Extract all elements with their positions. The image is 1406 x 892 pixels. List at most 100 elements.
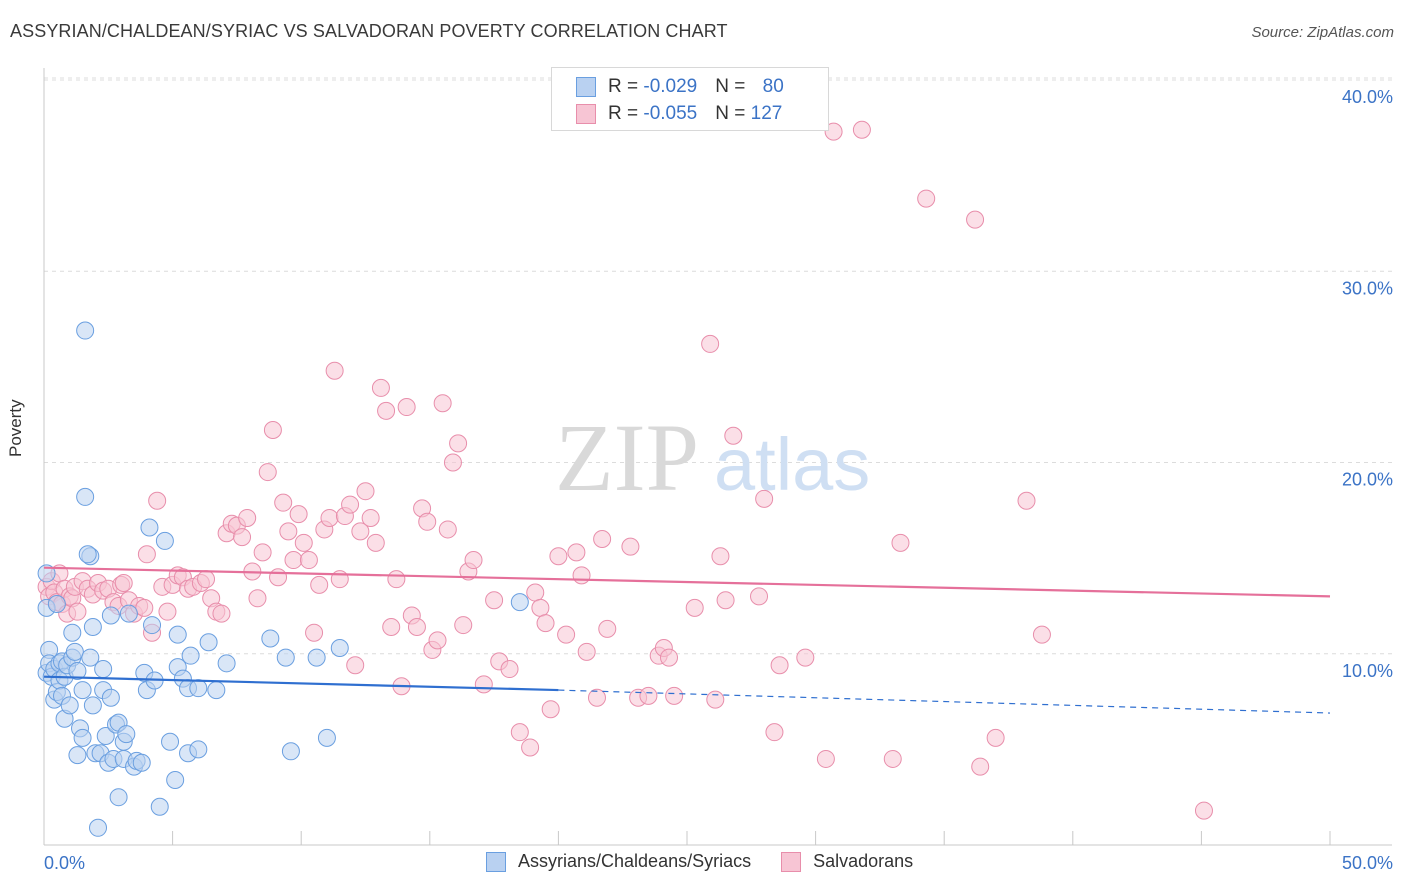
salvadoran-point bbox=[500, 660, 519, 679]
salvadoran-point bbox=[114, 573, 133, 592]
salvadoran-point bbox=[320, 508, 339, 527]
legend-swatch-pink bbox=[576, 104, 596, 124]
assyrian-point bbox=[101, 688, 120, 707]
axes bbox=[43, 68, 1392, 846]
salvadoran-point bbox=[685, 598, 704, 617]
salvadoran-point bbox=[305, 623, 324, 642]
salvadoran-point bbox=[526, 583, 545, 602]
assyrian-point bbox=[140, 518, 159, 537]
assyrian-point bbox=[510, 593, 529, 612]
assyrian-point bbox=[73, 681, 92, 700]
salvadoran-point bbox=[418, 512, 437, 531]
salvadoran-point bbox=[454, 616, 473, 635]
watermark: ZIP atlas bbox=[555, 404, 870, 511]
assyrian-point bbox=[76, 487, 95, 506]
assyrian-point bbox=[73, 728, 92, 747]
assyrian-point bbox=[132, 753, 151, 772]
assyrian-point bbox=[109, 788, 128, 807]
legend-n-label: N = bbox=[715, 103, 751, 124]
legend-r-value: -0.029 bbox=[643, 76, 698, 97]
salvadoran-point bbox=[971, 757, 990, 776]
legend-r-value: -0.055 bbox=[643, 103, 698, 124]
salvadoran-point bbox=[366, 533, 385, 552]
legend-swatch-blue bbox=[576, 77, 596, 97]
salvadoran-point bbox=[284, 551, 303, 570]
assyrian-point bbox=[94, 660, 113, 679]
salvadoran-point bbox=[233, 528, 252, 547]
assyrian-point bbox=[68, 661, 87, 680]
salvadoran-point bbox=[521, 738, 540, 757]
assyrian-point bbox=[37, 564, 56, 583]
salvadoran-point bbox=[279, 522, 298, 541]
salvadoran-point bbox=[883, 749, 902, 768]
assyrian-point bbox=[143, 616, 162, 635]
assyrian-point bbox=[60, 696, 79, 715]
watermark-zip: ZIP bbox=[555, 404, 699, 511]
legend-n-value: 127 bbox=[750, 103, 783, 124]
salvadoran-point bbox=[371, 378, 390, 397]
salvadoran-point bbox=[593, 530, 612, 548]
series-legend: Assyrians/Chaldeans/Syriacs Salvadorans bbox=[486, 851, 943, 872]
assyrian-point bbox=[63, 623, 82, 642]
salvadoran-point bbox=[966, 210, 985, 229]
salvadoran-point bbox=[1017, 491, 1036, 510]
assyrian-point bbox=[261, 629, 280, 648]
source-credit: Source: ZipAtlas.com bbox=[1251, 24, 1394, 41]
assyrian-point bbox=[89, 818, 108, 837]
series-legend-item-salvadoran[interactable]: Salvadorans bbox=[781, 851, 913, 872]
salvadoran-point bbox=[587, 688, 606, 707]
x-tick-label-max: 50.0% bbox=[1342, 853, 1393, 873]
assyrian-point bbox=[78, 545, 97, 564]
trend-lines bbox=[43, 566, 1331, 714]
salvadoran-point bbox=[137, 545, 156, 564]
salvadoran-point bbox=[536, 614, 555, 633]
assyrian-trend-projection bbox=[558, 689, 1331, 714]
series-swatch-pink bbox=[781, 851, 802, 872]
salvadoran-point bbox=[1194, 801, 1213, 820]
assyrian-point bbox=[101, 606, 120, 625]
legend-n-value: 80 bbox=[762, 76, 784, 97]
assyrian-point bbox=[150, 797, 169, 816]
salvadoran-point bbox=[325, 361, 344, 380]
salvadoran-point bbox=[387, 570, 406, 589]
salvadoran-trend-line bbox=[43, 566, 1331, 598]
chart-title: ASSYRIAN/CHALDEAN/SYRIAC VS SALVADORAN P… bbox=[10, 21, 728, 41]
assyrian-point bbox=[155, 531, 174, 550]
assyrian-point bbox=[83, 617, 102, 636]
salvadoran-point bbox=[428, 631, 447, 650]
assyrian-point bbox=[181, 646, 200, 665]
salvadoran-point bbox=[274, 493, 293, 512]
salvadoran-point bbox=[577, 642, 596, 661]
salvadoran-point bbox=[986, 728, 1005, 747]
assyrian-point bbox=[117, 725, 136, 744]
assyrian-point bbox=[47, 595, 66, 614]
salvadoran-point bbox=[765, 723, 784, 742]
assyrian-point bbox=[189, 679, 208, 698]
salvadoran-point bbox=[750, 587, 769, 606]
assyrian-point bbox=[81, 648, 100, 667]
assyrian-point bbox=[199, 633, 218, 652]
salvadoran-point bbox=[531, 598, 550, 617]
salvadoran-point bbox=[1032, 625, 1051, 644]
legend-n-label: N = bbox=[715, 76, 751, 97]
assyrian-point bbox=[317, 728, 336, 747]
salvadoran-point bbox=[397, 398, 416, 417]
salvadoran-point bbox=[770, 656, 789, 675]
series-legend-item-assyrian[interactable]: Assyrians/Chaldeans/Syriacs bbox=[486, 851, 751, 872]
salvadoran-point bbox=[755, 489, 774, 508]
salvadoran-point bbox=[269, 568, 288, 587]
salvadoran-point bbox=[701, 334, 720, 353]
assyrian-point bbox=[119, 604, 138, 623]
salvadoran-point bbox=[449, 434, 468, 453]
salvadoran-point bbox=[263, 420, 282, 439]
salvadoran-point bbox=[361, 508, 380, 527]
assyrian-point bbox=[281, 742, 300, 761]
salvadoran-point bbox=[891, 533, 910, 552]
salvadoran-point bbox=[549, 547, 568, 566]
salvadoran-point bbox=[474, 675, 493, 694]
salvadoran-point bbox=[135, 598, 154, 617]
salvadoran-point bbox=[917, 189, 936, 208]
assyrian-points bbox=[37, 321, 529, 837]
salvadoran-point bbox=[567, 543, 586, 562]
